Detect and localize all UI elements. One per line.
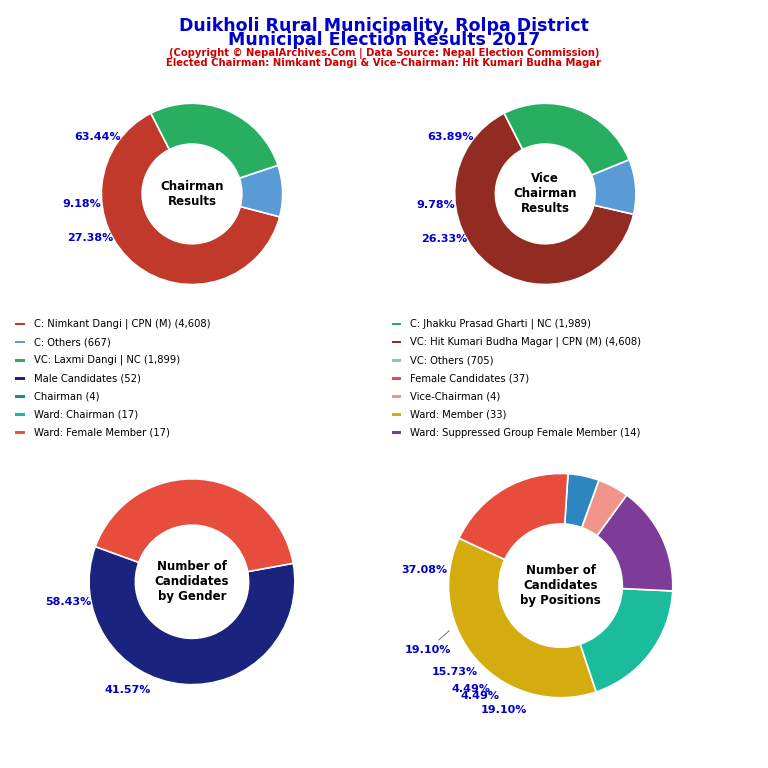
- Text: C: Jhakku Prasad Gharti | NC (1,989): C: Jhakku Prasad Gharti | NC (1,989): [410, 319, 591, 329]
- Wedge shape: [240, 165, 283, 217]
- Text: Duikholi Rural Municipality, Rolpa District: Duikholi Rural Municipality, Rolpa Distr…: [179, 17, 589, 35]
- FancyBboxPatch shape: [392, 431, 402, 434]
- Text: 26.33%: 26.33%: [421, 233, 467, 243]
- Wedge shape: [449, 538, 596, 697]
- Text: (Copyright © NepalArchives.Com | Data Source: Nepal Election Commission): (Copyright © NepalArchives.Com | Data So…: [169, 48, 599, 58]
- Text: Female Candidates (37): Female Candidates (37): [410, 373, 530, 383]
- Text: 9.78%: 9.78%: [416, 200, 455, 210]
- Circle shape: [495, 144, 595, 243]
- Wedge shape: [581, 480, 627, 536]
- Wedge shape: [89, 547, 295, 684]
- Wedge shape: [151, 104, 278, 178]
- FancyBboxPatch shape: [392, 413, 402, 415]
- Text: Elected Chairman: Nimkant Dangi & Vice-Chairman: Hit Kumari Budha Magar: Elected Chairman: Nimkant Dangi & Vice-C…: [167, 58, 601, 68]
- Wedge shape: [597, 495, 673, 591]
- FancyBboxPatch shape: [392, 323, 402, 326]
- Wedge shape: [101, 113, 280, 284]
- FancyBboxPatch shape: [15, 359, 25, 362]
- Wedge shape: [580, 588, 673, 692]
- Text: 4.49%: 4.49%: [452, 684, 491, 694]
- Wedge shape: [455, 113, 634, 284]
- Circle shape: [142, 144, 242, 243]
- Text: C: Others (667): C: Others (667): [34, 337, 111, 347]
- FancyBboxPatch shape: [15, 395, 25, 398]
- Text: VC: Laxmi Dangi | NC (1,899): VC: Laxmi Dangi | NC (1,899): [34, 355, 180, 366]
- FancyBboxPatch shape: [392, 395, 402, 398]
- FancyBboxPatch shape: [15, 323, 25, 326]
- Text: Chairman
Results: Chairman Results: [161, 180, 223, 208]
- Text: 63.89%: 63.89%: [427, 132, 474, 142]
- Text: 63.44%: 63.44%: [74, 131, 121, 141]
- FancyBboxPatch shape: [15, 413, 25, 415]
- Text: Ward: Chairman (17): Ward: Chairman (17): [34, 409, 138, 419]
- Wedge shape: [95, 479, 293, 571]
- Text: VC: Others (705): VC: Others (705): [410, 355, 494, 365]
- Text: C: Nimkant Dangi | CPN (M) (4,608): C: Nimkant Dangi | CPN (M) (4,608): [34, 319, 210, 329]
- Wedge shape: [564, 474, 599, 528]
- Text: Male Candidates (52): Male Candidates (52): [34, 373, 141, 383]
- Circle shape: [499, 524, 622, 647]
- Text: 4.49%: 4.49%: [460, 690, 499, 700]
- Text: 19.10%: 19.10%: [481, 705, 527, 715]
- Text: 37.08%: 37.08%: [402, 565, 448, 575]
- Text: Vice
Chairman
Results: Vice Chairman Results: [514, 173, 577, 215]
- Text: 27.38%: 27.38%: [68, 233, 114, 243]
- Text: Ward: Suppressed Group Female Member (14): Ward: Suppressed Group Female Member (14…: [410, 428, 641, 438]
- FancyBboxPatch shape: [15, 341, 25, 343]
- Text: VC: Hit Kumari Budha Magar | CPN (M) (4,608): VC: Hit Kumari Budha Magar | CPN (M) (4,…: [410, 337, 641, 347]
- Text: Ward: Female Member (17): Ward: Female Member (17): [34, 428, 170, 438]
- Text: Ward: Member (33): Ward: Member (33): [410, 409, 507, 419]
- Text: Number of
Candidates
by Positions: Number of Candidates by Positions: [520, 564, 601, 607]
- Text: Number of
Candidates
by Gender: Number of Candidates by Gender: [154, 561, 230, 603]
- Text: Municipal Election Results 2017: Municipal Election Results 2017: [228, 31, 540, 48]
- Text: 15.73%: 15.73%: [432, 667, 478, 677]
- FancyBboxPatch shape: [392, 359, 402, 362]
- Text: 19.10%: 19.10%: [405, 631, 451, 654]
- Text: Chairman (4): Chairman (4): [34, 392, 100, 402]
- Text: 58.43%: 58.43%: [45, 597, 91, 607]
- Text: Vice-Chairman (4): Vice-Chairman (4): [410, 392, 501, 402]
- FancyBboxPatch shape: [15, 377, 25, 379]
- Text: 41.57%: 41.57%: [104, 684, 151, 694]
- Circle shape: [135, 525, 249, 638]
- FancyBboxPatch shape: [392, 341, 402, 343]
- Wedge shape: [504, 104, 629, 175]
- Wedge shape: [591, 160, 636, 214]
- FancyBboxPatch shape: [392, 377, 402, 379]
- Text: 9.18%: 9.18%: [62, 199, 101, 209]
- FancyBboxPatch shape: [15, 431, 25, 434]
- Wedge shape: [459, 474, 568, 560]
